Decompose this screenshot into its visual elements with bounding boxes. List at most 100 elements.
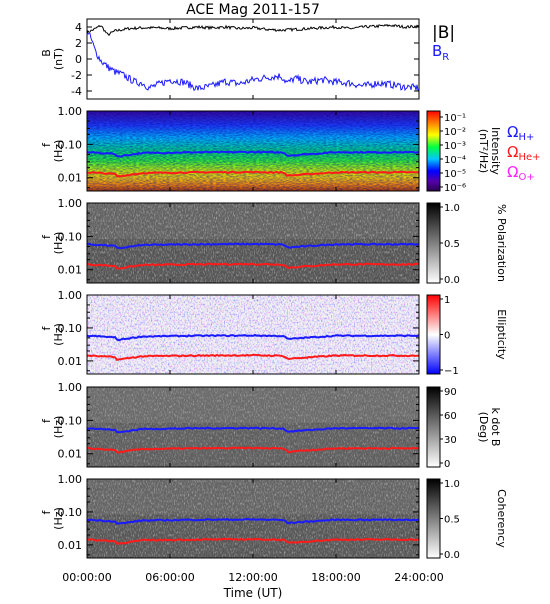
colorbar-tick-label: 1.0	[444, 203, 460, 214]
gyrofrequency-line-o-plus	[87, 466, 419, 467]
colorbar-tick-label: 10⁻²	[444, 127, 466, 138]
y-axis-label: f	[40, 234, 53, 239]
colorbar-tick-label: 10⁻⁴	[444, 155, 466, 166]
colorbar-polarization	[426, 202, 441, 284]
colorbar-tick-label: 1.0	[444, 479, 460, 490]
y-tick-label: 4	[75, 21, 82, 34]
y-tick-label: 2	[75, 37, 82, 50]
colorbar-tick-label: 1	[444, 295, 450, 306]
gyrofrequency-line-h-plus	[87, 242, 419, 250]
x-axis-label: Time (UT)	[223, 586, 283, 600]
y-axis-unit: (Hz)	[52, 140, 65, 163]
gyrofrequency-line-h-plus	[87, 150, 419, 158]
panel-field-frame	[86, 18, 420, 100]
y-axis-label: f	[40, 142, 53, 147]
colorbar-label: % Polarization	[495, 204, 508, 282]
y-tick-label: 0	[75, 53, 82, 66]
y-tick-label: 0.10	[58, 506, 83, 519]
y-tick-label: 0.01	[58, 448, 83, 461]
y-tick-label: 1.00	[58, 289, 83, 302]
x-tick-label: 12:00:00	[228, 571, 277, 584]
panel-field: 4 2 0 -2 -4 B (nT) |B|BR	[40, 18, 455, 100]
y-tick-label: 1.00	[58, 105, 83, 118]
gyrofrequency-line-o-plus	[87, 557, 419, 558]
gyrofrequency-line-o-plus	[214, 282, 419, 283]
colorbar-label: Intensity	[489, 127, 502, 175]
y-axis-label: f	[40, 325, 53, 330]
colorbar-tick-label: 0	[444, 459, 450, 470]
gyrofrequency-line-he-plus	[87, 262, 419, 270]
legend-omega-he-plus: ΩHe+	[507, 143, 541, 163]
x-tick-label: 00:00:00	[62, 571, 111, 584]
colorbar-label: k dot B	[489, 408, 502, 447]
y-tick-label: 0.01	[58, 539, 83, 552]
colorbar-coherency	[426, 478, 441, 559]
y-axis-label: B	[40, 49, 53, 57]
x-tick-label: 06:00:00	[145, 571, 194, 584]
y-axis-label: f	[40, 418, 53, 423]
gyrofrequency-line-o-plus	[90, 190, 415, 191]
colorbar-kdotb	[426, 386, 441, 468]
y-tick-label: 0.10	[58, 414, 83, 427]
colorbar-ellipticity	[426, 294, 441, 375]
colorbar-intensity	[426, 110, 441, 192]
colorbar-tick-label: 0.0	[444, 550, 460, 561]
panel-intensity: 1.00 0.10 0.01 f (Hz) 10⁻¹ 10⁻² 10⁻³ 10⁻⁴ 10⁻⁵ 10⁻…	[40, 105, 541, 194]
y-axis-unit: (nT)	[52, 48, 65, 70]
colorbar-unit: (nT²/Hz)	[477, 129, 490, 173]
x-tick-label: 18:00:00	[311, 571, 360, 584]
colorbar-tick-label: 0	[444, 331, 450, 342]
gyrofrequency-line-h-plus	[87, 333, 419, 342]
spectrogram-shade	[87, 387, 419, 423]
colorbar-tick-label: 30	[444, 435, 457, 446]
y-tick-label: 0.10	[58, 230, 83, 243]
y-axis-unit: (Hz)	[52, 232, 65, 255]
y-tick-label: -4	[71, 85, 82, 98]
y-axis-unit: (Hz)	[52, 416, 65, 439]
colorbar-tick-label: 0.5	[444, 515, 460, 526]
colorbar-tick-label: 10⁻³	[444, 141, 466, 152]
legend-omega-o-plus: ΩO+	[507, 163, 535, 183]
spectrogram-shade	[87, 479, 419, 515]
series-line-b-magnitude	[86, 23, 420, 37]
colorbar-unit: (Deg)	[477, 412, 490, 443]
y-tick-label: 0.01	[58, 172, 83, 185]
colorbar-tick-label: 90	[444, 387, 457, 398]
gyrofrequency-line-h-plus	[87, 517, 419, 525]
colorbar-label: Ellipticity	[495, 309, 508, 360]
chart-title: ACE Mag 2011-157	[186, 2, 320, 18]
colorbar-tick-label: 60	[444, 411, 457, 422]
x-tick-label: 24:00:00	[394, 571, 443, 584]
gyrofrequency-line-o-plus	[87, 373, 414, 374]
y-axis-unit: (Hz)	[52, 323, 65, 346]
spectrogram-texture	[87, 295, 419, 374]
gyrofrequency-line-he-plus	[87, 537, 419, 545]
y-tick-label: 1.00	[58, 381, 83, 394]
gyrofrequency-line-he-plus	[87, 446, 419, 454]
y-tick-label: 1.00	[58, 197, 83, 210]
colorbar-tick-label: 0.5	[444, 239, 460, 250]
panel-kdotb-image	[87, 387, 419, 467]
colorbar-tick-label: 0.0	[444, 275, 460, 286]
colorbar-tick-label: −1	[444, 366, 459, 377]
legend-omega-h-plus: ΩH+	[507, 123, 534, 143]
spectrogram-shade	[87, 203, 419, 239]
colorbar-tick-label: 10⁻⁵	[444, 169, 466, 180]
y-tick-label: 1.00	[58, 473, 83, 486]
gyrofrequency-line-he-plus	[87, 353, 419, 362]
y-tick-label: 0.01	[58, 264, 83, 277]
legend-b-magnitude: |B|	[432, 23, 455, 43]
panel-kdotb: 1.00 0.10 0.01 f (Hz) 90 60 30 0 k dot B(Deg)	[40, 381, 502, 470]
panel-coherency: 1.00 0.10 0.01 f (Hz) 1.0 0.5 0.0 Coherency	[40, 473, 508, 561]
series-line-b-radial	[86, 32, 420, 92]
colorbar-tick-label: 10⁻¹	[444, 113, 466, 124]
gyrofrequency-line-he-plus	[87, 170, 419, 178]
colorbar-label: Coherency	[495, 489, 508, 548]
panel-polarization-image	[87, 203, 419, 283]
panel-ellipticity: 1.00 0.10 0.01 f (Hz) 1 0 −1 Ellipticity	[40, 289, 508, 377]
y-axis-label: f	[40, 509, 53, 514]
legend-b-radial: BR	[432, 42, 449, 63]
y-tick-label: 0.10	[58, 138, 83, 151]
